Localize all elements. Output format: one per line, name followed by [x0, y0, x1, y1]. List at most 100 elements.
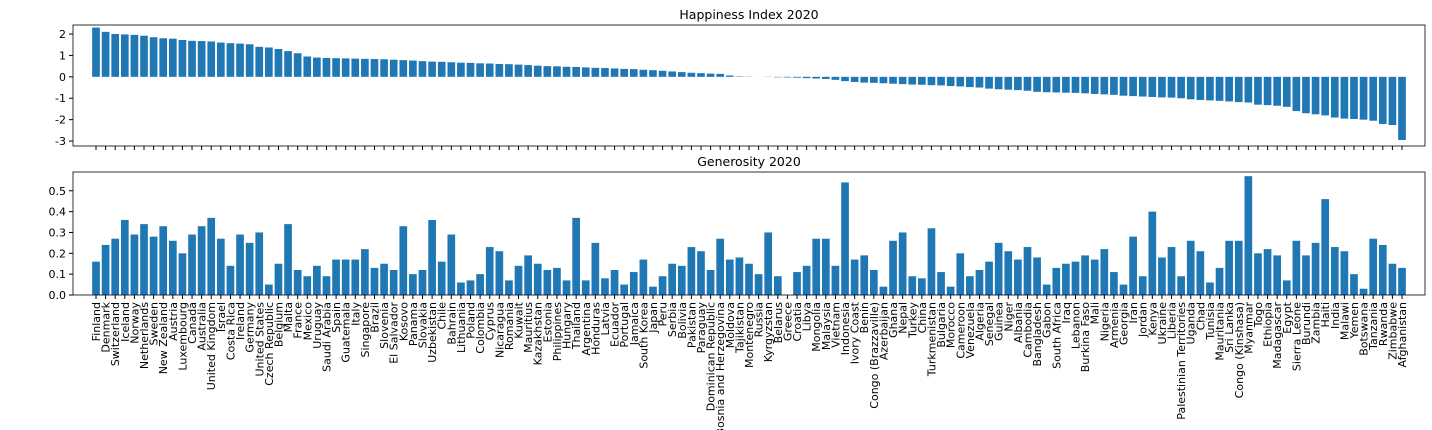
- bar: [1378, 244, 1387, 295]
- x-tick-label: Benin: [858, 302, 871, 333]
- bar: [649, 70, 657, 77]
- x-tick-label: Israel: [215, 302, 228, 332]
- x-tick-label: Thailand: [570, 302, 583, 350]
- y-tick-label: 0.0: [49, 289, 67, 302]
- bar: [168, 38, 177, 77]
- bar: [533, 263, 542, 295]
- x-tick-label: Bosnia and Herzegovina: [714, 302, 727, 430]
- bar: [802, 265, 811, 295]
- x-tick-label: Rwanda: [1377, 302, 1390, 346]
- bar: [1206, 76, 1214, 101]
- x-tick-label: Cameroon: [954, 302, 967, 359]
- bar: [226, 265, 235, 295]
- x-tick-label: Dominican Republic: [705, 302, 718, 411]
- bar: [716, 73, 725, 77]
- bar: [994, 242, 1003, 295]
- bar: [841, 182, 849, 295]
- bar: [601, 68, 609, 77]
- x-tick-label: Vietnam: [829, 302, 842, 348]
- x-tick-label: Guatemala: [340, 302, 353, 363]
- x-tick-label: Peru: [657, 302, 670, 327]
- bar: [524, 255, 532, 295]
- x-tick-label: Uruguay: [311, 302, 324, 349]
- bar: [889, 240, 897, 295]
- bar: [332, 259, 340, 295]
- x-tick-label: Chad: [1194, 302, 1207, 330]
- bar: [437, 261, 446, 295]
- x-tick-label: Estonia: [541, 302, 554, 343]
- x-tick-label: Austria: [167, 302, 180, 341]
- bar: [313, 265, 321, 295]
- bar: [188, 40, 196, 77]
- bar: [994, 76, 1003, 90]
- bar: [1014, 76, 1022, 91]
- bar: [457, 62, 465, 77]
- x-tick-label: Paraguay: [695, 302, 708, 354]
- x-tick-label: France: [292, 302, 305, 339]
- bar: [505, 64, 513, 77]
- bar: [1110, 76, 1118, 95]
- bar: [725, 259, 734, 295]
- bar: [1340, 76, 1349, 119]
- bar: [898, 76, 907, 85]
- bar: [658, 276, 667, 295]
- bar: [869, 269, 878, 295]
- x-tick-label: Hungary: [561, 302, 574, 349]
- x-tick-label: Kenya: [1146, 302, 1159, 336]
- bar: [879, 76, 888, 84]
- bar: [1177, 76, 1185, 99]
- bar: [274, 263, 283, 295]
- x-tick-label: Honduras: [589, 302, 602, 355]
- x-tick-label: Ecuador: [609, 302, 622, 347]
- bar: [821, 238, 830, 295]
- x-tick-label: Ireland: [234, 302, 247, 340]
- x-tick-label: El Salvador: [388, 302, 401, 364]
- bar: [562, 66, 571, 77]
- bar: [514, 64, 523, 77]
- bar: [1282, 280, 1291, 295]
- bar: [937, 272, 945, 295]
- x-tick-label: Luxembourg: [176, 302, 189, 371]
- bar: [159, 226, 168, 295]
- bar: [447, 234, 456, 295]
- x-tick-label: Brazil: [368, 302, 381, 333]
- bar: [1330, 76, 1339, 118]
- bar: [927, 228, 936, 295]
- bar: [1273, 255, 1282, 295]
- bar: [533, 65, 542, 77]
- x-tick-label: Ukraine: [1156, 302, 1169, 345]
- bar: [322, 276, 331, 295]
- bar: [1388, 263, 1397, 295]
- bar: [1138, 76, 1147, 97]
- x-tick-label: Albania: [1012, 302, 1025, 343]
- bar: [1196, 76, 1205, 100]
- x-tick-label: Poland: [465, 302, 478, 339]
- bar: [1292, 76, 1301, 112]
- bar: [399, 60, 408, 77]
- bar: [1206, 282, 1214, 295]
- bar: [610, 68, 619, 77]
- bar: [908, 276, 917, 295]
- bar: [293, 53, 302, 77]
- x-tick-label: Palestinian Territories: [1175, 302, 1188, 420]
- bar: [495, 251, 504, 295]
- bar: [505, 280, 513, 295]
- bar: [274, 48, 283, 77]
- bar: [927, 76, 936, 86]
- bar: [255, 232, 264, 295]
- x-tick-label: Morocco: [945, 302, 958, 348]
- x-tick-label: Greece: [781, 302, 794, 341]
- x-tick-label: Russia: [753, 302, 766, 337]
- bar: [1119, 284, 1128, 295]
- x-tick-label: Guinea: [993, 302, 1006, 341]
- bar: [898, 232, 907, 295]
- x-tick-label: Nigeria: [1098, 302, 1111, 341]
- bar: [860, 255, 869, 295]
- bar: [495, 63, 504, 77]
- x-tick-label: Botswana: [1358, 302, 1371, 356]
- bar: [1158, 76, 1166, 98]
- bar: [92, 261, 100, 295]
- x-tick-label: Tajikistan: [733, 302, 746, 354]
- bar: [975, 76, 984, 88]
- bar: [706, 73, 715, 77]
